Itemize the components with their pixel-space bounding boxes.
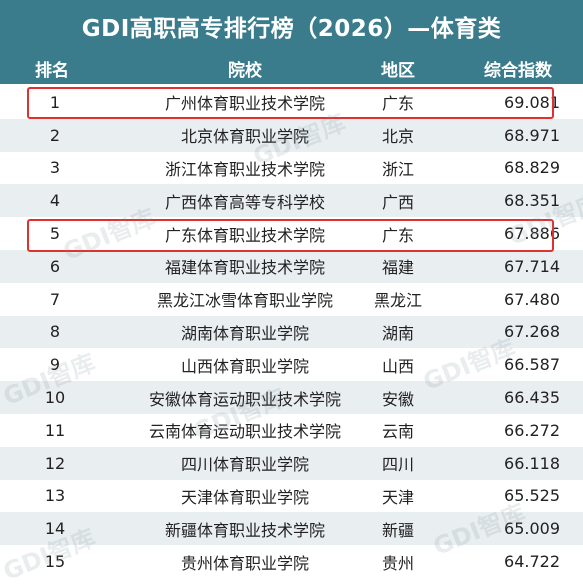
table-row: 8 湖南体育职业学院 湖南 67.268 bbox=[0, 315, 583, 349]
score-cell: 66.272 bbox=[504, 420, 560, 440]
table-row: 14 新疆体育职业技术学院 新疆 65.009 bbox=[0, 512, 583, 546]
school-cell: 山西体育职业学院 bbox=[180, 356, 309, 376]
region-cell: 黑龙江 bbox=[373, 291, 422, 311]
table-row: 10 安徽体育运动职业技术学院 安徽 66.435 bbox=[0, 381, 583, 414]
score-cell: 67.886 bbox=[504, 224, 560, 244]
score-cell: 65.009 bbox=[504, 519, 560, 539]
school-cell: 云南体育运动职业技术学院 bbox=[148, 422, 341, 442]
region-cell: 湖南 bbox=[381, 323, 414, 343]
score-cell: 68.971 bbox=[504, 125, 560, 145]
region-cell: 新疆 bbox=[381, 520, 414, 540]
page-title: GDI高职高专排行榜（2026）—体育类 bbox=[0, 0, 583, 52]
header-score: 综合指数 bbox=[484, 60, 552, 81]
region-cell: 安徽 bbox=[381, 389, 414, 409]
school-cell: 湖南体育职业学院 bbox=[180, 323, 309, 343]
table-row: 7 黑龙江冰雪体育职业学院 黑龙江 67.480 bbox=[0, 282, 583, 316]
school-cell: 新疆体育职业技术学院 bbox=[164, 520, 325, 540]
rank-cell: 15 bbox=[44, 552, 66, 572]
rank-cell: 11 bbox=[44, 420, 66, 440]
region-cell: 四川 bbox=[381, 455, 414, 475]
table-row: 3 浙江体育职业技术学院 浙江 68.829 bbox=[0, 151, 583, 185]
table-header: 排名 院校 地区 综合指数 bbox=[0, 52, 583, 84]
header-school: 院校 bbox=[228, 60, 262, 81]
school-cell: 天津体育职业学院 bbox=[180, 487, 309, 507]
table-row: 13 天津体育职业学院 天津 65.525 bbox=[0, 479, 583, 513]
rank-cell: 12 bbox=[44, 453, 66, 473]
school-cell: 福建体育职业技术学院 bbox=[164, 258, 325, 278]
score-cell: 67.268 bbox=[504, 322, 560, 342]
table-row: 5 广东体育职业技术学院 广东 67.886 bbox=[0, 217, 583, 250]
school-cell: 黑龙江冰雪体育职业学院 bbox=[156, 291, 333, 311]
rank-cell: 8 bbox=[49, 322, 61, 342]
region-cell: 天津 bbox=[381, 487, 414, 507]
table-row: 11 云南体育运动职业技术学院 云南 66.272 bbox=[0, 413, 583, 447]
rank-cell: 5 bbox=[49, 224, 61, 244]
school-cell: 广州体育职业技术学院 bbox=[164, 94, 325, 114]
table-row: 1 广州体育职业技术学院 广东 69.081 bbox=[0, 86, 583, 119]
region-cell: 山西 bbox=[381, 356, 414, 376]
school-cell: 广东体育职业技术学院 bbox=[164, 225, 325, 245]
rank-cell: 13 bbox=[44, 486, 66, 506]
region-cell: 广东 bbox=[381, 225, 414, 245]
rank-cell: 2 bbox=[49, 125, 61, 145]
score-cell: 67.714 bbox=[504, 256, 560, 276]
score-cell: 65.525 bbox=[504, 486, 560, 506]
rank-cell: 1 bbox=[49, 92, 61, 112]
school-cell: 广西体育高等专科学校 bbox=[164, 192, 325, 212]
school-cell: 浙江体育职业技术学院 bbox=[164, 159, 325, 179]
school-cell: 贵州体育职业学院 bbox=[180, 553, 309, 573]
region-cell: 浙江 bbox=[381, 159, 414, 179]
table-row: 12 四川体育职业学院 四川 66.118 bbox=[0, 446, 583, 480]
school-cell: 北京体育职业学院 bbox=[180, 127, 309, 147]
table-row: 4 广西体育高等专科学校 广西 68.351 bbox=[0, 184, 583, 218]
table-row: 6 福建体育职业技术学院 福建 67.714 bbox=[0, 249, 583, 283]
rank-cell: 14 bbox=[44, 519, 66, 539]
school-cell: 安徽体育运动职业技术学院 bbox=[148, 389, 341, 409]
region-cell: 北京 bbox=[381, 127, 414, 147]
school-cell: 四川体育职业学院 bbox=[180, 455, 309, 475]
rank-cell: 9 bbox=[49, 355, 61, 375]
header-region: 地区 bbox=[381, 60, 415, 81]
ranking-table: 1 广州体育职业技术学院 广东 69.081 2 北京体育职业学院 北京 68.971 3 浙江体… bbox=[0, 86, 583, 578]
table-row: 15 贵州体育职业学院 贵州 64.722 bbox=[0, 545, 583, 578]
score-cell: 68.829 bbox=[504, 158, 560, 178]
region-cell: 广西 bbox=[381, 192, 414, 212]
score-cell: 66.587 bbox=[504, 355, 560, 375]
region-cell: 贵州 bbox=[381, 553, 414, 573]
region-cell: 广东 bbox=[381, 94, 414, 114]
score-cell: 66.118 bbox=[504, 453, 560, 473]
region-cell: 云南 bbox=[381, 422, 414, 442]
score-cell: 67.480 bbox=[504, 289, 560, 309]
score-cell: 69.081 bbox=[504, 92, 560, 112]
table-row: 9 山西体育职业学院 山西 66.587 bbox=[0, 348, 583, 382]
region-cell: 福建 bbox=[381, 258, 414, 278]
rank-cell: 4 bbox=[49, 191, 61, 211]
score-cell: 66.435 bbox=[504, 388, 560, 408]
rank-cell: 6 bbox=[49, 256, 61, 276]
rank-cell: 3 bbox=[49, 158, 61, 178]
score-cell: 64.722 bbox=[504, 552, 560, 572]
score-cell: 68.351 bbox=[504, 191, 560, 211]
header-rank: 排名 bbox=[35, 60, 69, 81]
rank-cell: 10 bbox=[44, 388, 66, 408]
table-row: 2 北京体育职业学院 北京 68.971 bbox=[0, 118, 583, 152]
rank-cell: 7 bbox=[49, 289, 61, 309]
